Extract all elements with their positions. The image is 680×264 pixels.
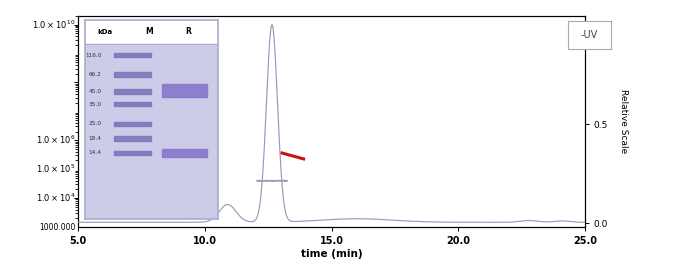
Text: $1.0\times10^{5}$: $1.0\times10^{5}$ (36, 163, 75, 175)
Bar (162, 149, 207, 157)
Text: 66.2: 66.2 (88, 72, 101, 77)
Text: 1000.000: 1000.000 (39, 223, 75, 232)
Text: 116.0: 116.0 (85, 53, 101, 58)
Text: R: R (186, 27, 191, 36)
Bar (114, 136, 151, 141)
Text: 14.4: 14.4 (88, 150, 101, 155)
Text: M: M (145, 27, 152, 36)
Bar (114, 89, 151, 94)
Text: 35.0: 35.0 (88, 102, 101, 107)
Text: -UV: -UV (581, 30, 598, 40)
Bar (114, 151, 151, 155)
Y-axis label: Relative Scale: Relative Scale (619, 89, 628, 154)
Bar (114, 72, 151, 77)
Text: 45.0: 45.0 (88, 89, 101, 94)
Bar (114, 53, 151, 58)
Text: 18.4: 18.4 (88, 136, 101, 141)
Text: $1.0\times10^{6}$: $1.0\times10^{6}$ (36, 134, 75, 147)
Text: 25.0: 25.0 (88, 121, 101, 126)
Bar (162, 84, 207, 97)
Text: $1.0\times10^{4}$: $1.0\times10^{4}$ (36, 192, 75, 204)
Bar (114, 102, 151, 106)
Text: $1.0\times10^{10}$: $1.0\times10^{10}$ (32, 18, 75, 31)
Bar (114, 122, 151, 126)
Text: kDa: kDa (97, 29, 112, 35)
X-axis label: time (min): time (min) (301, 249, 362, 259)
Bar (85, 20, 218, 44)
